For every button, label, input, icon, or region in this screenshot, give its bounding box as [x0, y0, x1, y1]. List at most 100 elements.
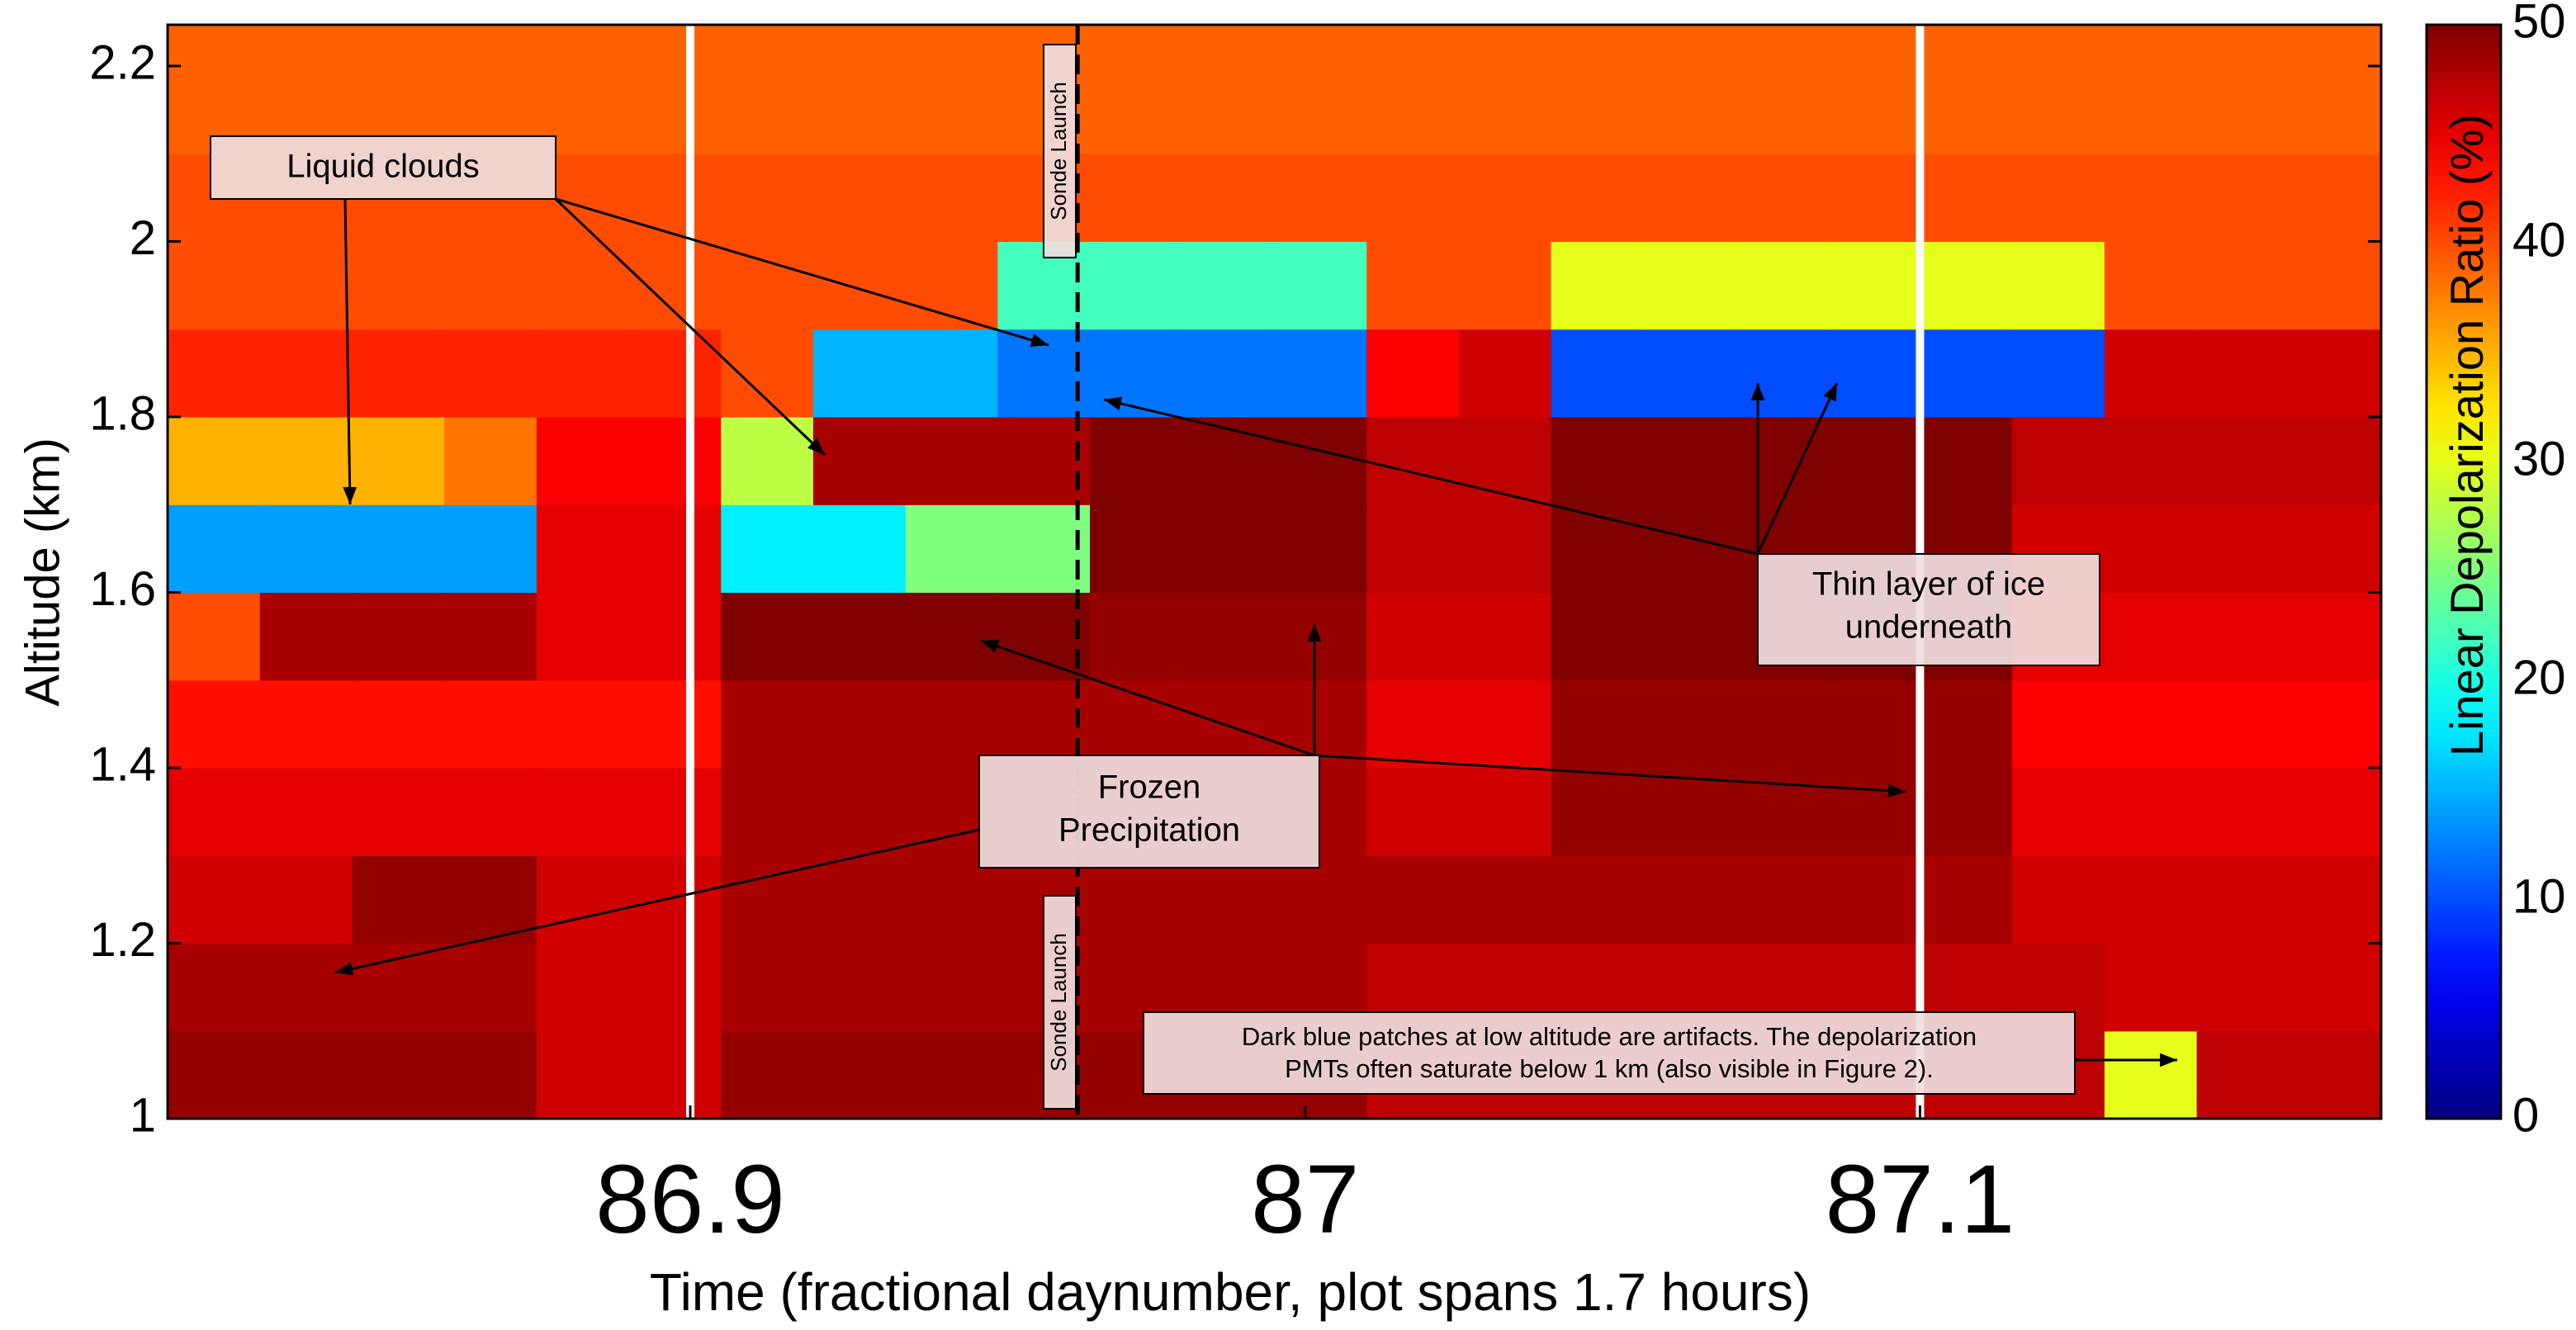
y-tick-label: 2.2	[89, 35, 156, 89]
heatmap-cell	[1182, 154, 1275, 242]
heatmap-cell	[352, 1031, 444, 1119]
heatmap-cell	[2289, 768, 2381, 856]
heatmap-cell	[1551, 417, 1644, 505]
heatmap-cell	[537, 417, 629, 505]
heatmap-cell	[260, 417, 353, 505]
colorbar-tick-label: 10	[2512, 869, 2566, 923]
heatmap-cell	[906, 25, 998, 67]
heatmap-cell	[2105, 592, 2197, 680]
heatmap-cell	[813, 66, 906, 154]
heatmap-cell	[1090, 329, 1182, 418]
heatmap-cell	[260, 680, 353, 769]
heatmap-cell	[1182, 25, 1275, 67]
heatmap-cell	[629, 592, 722, 680]
colorbar-tick-label: 50	[2512, 0, 2566, 48]
heatmap-cell	[2197, 768, 2290, 856]
heatmap-cell	[1366, 680, 1459, 769]
heatmap-cell	[260, 241, 353, 329]
heatmap-cell	[1090, 504, 1182, 593]
heatmap-cell	[444, 592, 537, 680]
heatmap-cell	[721, 66, 813, 154]
heatmap-cell	[1090, 241, 1182, 329]
heatmap-cell	[2197, 417, 2290, 505]
heatmap-cell	[629, 943, 722, 1031]
heatmap-cell	[1920, 417, 2012, 505]
heatmap-cell	[1551, 768, 1644, 856]
heatmap-cell	[2197, 592, 2290, 680]
heatmap-cell	[1459, 241, 1551, 329]
y-tick-label: 2	[130, 211, 156, 265]
heatmap-cell	[721, 154, 813, 242]
heatmap-cell	[813, 329, 906, 418]
colorbar-tick-label: 0	[2512, 1088, 2539, 1142]
heatmap-cell	[1090, 154, 1182, 242]
heatmap-cell	[813, 592, 906, 680]
heatmap-cell	[1366, 768, 1459, 856]
heatmap-cell	[1920, 241, 2012, 329]
heatmap-cell	[2289, 943, 2381, 1031]
heatmap-cell	[352, 680, 444, 769]
annotation: Frozen	[1098, 769, 1201, 806]
heatmap-cell	[906, 417, 998, 505]
heatmap-cell	[813, 241, 906, 329]
heatmap-cell	[2012, 680, 2105, 769]
heatmap-cell	[721, 241, 813, 329]
heatmap-cell	[1735, 855, 1828, 944]
heatmap-cell	[2289, 241, 2381, 329]
heatmap-cell	[352, 329, 444, 418]
heatmap-cell	[537, 943, 629, 1031]
heatmap-cell	[1920, 25, 2012, 67]
heatmap-cell	[444, 680, 537, 769]
heatmap-cell	[721, 1031, 813, 1119]
heatmap-cell	[813, 25, 906, 67]
heatmap-cell	[352, 417, 444, 505]
heatmap-cell	[2105, 417, 2197, 505]
heatmap-cell	[1275, 855, 1367, 944]
heatmap-cell	[2197, 1031, 2290, 1119]
heatmap-cell	[1366, 855, 1459, 944]
heatmap-cell	[629, 154, 722, 242]
heatmap-cell	[2197, 680, 2290, 769]
heatmap-cell	[444, 1031, 537, 1119]
heatmap-cell	[1828, 66, 1920, 154]
chart: 11.21.41.61.822.286.98787.101020304050 A…	[0, 0, 2576, 1330]
heatmap-cell	[906, 329, 998, 418]
heatmap-cell	[1551, 25, 1644, 67]
colorbar-tick-label: 20	[2512, 651, 2566, 704]
heatmap-cell	[1920, 66, 2012, 154]
heatmap-cell	[2012, 329, 2105, 418]
heatmap-cell	[1643, 329, 1735, 418]
heatmap-cell	[2197, 154, 2290, 242]
heatmap-cell	[906, 504, 998, 593]
heatmap-cell	[1643, 241, 1735, 329]
heatmap-cell	[813, 154, 906, 242]
heatmap-cell	[1275, 241, 1367, 329]
heatmap-cell	[813, 417, 906, 505]
heatmap-cell	[444, 768, 537, 856]
heatmap-cell	[721, 768, 813, 856]
heatmap-cell	[1275, 25, 1367, 67]
annotation: underneath	[1845, 609, 2012, 646]
heatmap-cell	[1459, 855, 1551, 944]
heatmap-cell	[2105, 504, 2197, 593]
heatmap-cell	[721, 680, 813, 769]
heatmap-cell	[1275, 592, 1367, 680]
heatmap-cell	[260, 855, 353, 944]
heatmap-cell	[2197, 241, 2290, 329]
heatmap-cell	[2105, 241, 2197, 329]
heatmap-cell	[629, 768, 722, 856]
colorbar-tick-label: 40	[2512, 213, 2566, 267]
heatmap-cell	[1551, 592, 1644, 680]
heatmap-cell	[2197, 943, 2290, 1031]
heatmap-cell	[1275, 504, 1367, 593]
heatmap-cell	[1828, 241, 1920, 329]
heatmap-cell	[629, 25, 722, 67]
heatmap-cell	[1551, 504, 1644, 593]
heatmap-cell	[2289, 1031, 2381, 1119]
x-tick-label: 87.1	[1825, 1145, 2015, 1254]
heatmap-cell	[260, 592, 353, 680]
heatmap-cell	[2289, 680, 2381, 769]
heatmap-cell	[1643, 504, 1735, 593]
heatmap-cell	[2105, 329, 2197, 418]
heatmap-cell	[1182, 855, 1275, 944]
